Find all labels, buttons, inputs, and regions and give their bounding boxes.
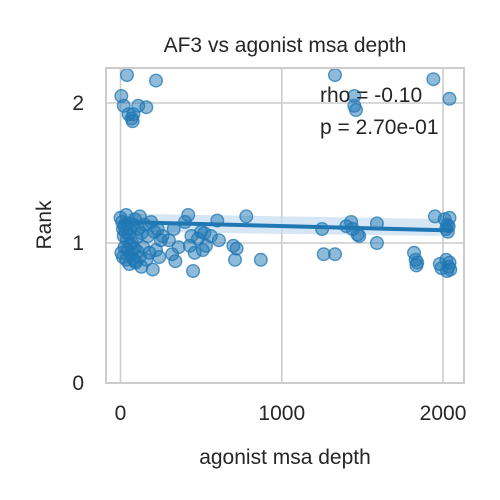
x-tick-label-2: 2000 [420, 402, 467, 425]
y-axis-label: Rank [33, 200, 56, 250]
data-point-77 [229, 241, 244, 256]
y-tick-label-2: 2 [72, 92, 84, 115]
chart-title: AF3 vs agonist msa depth [164, 34, 407, 57]
data-point-6 [125, 114, 140, 129]
data-point-65 [186, 264, 201, 279]
data-point-62 [181, 207, 196, 222]
plot-frame [105, 67, 465, 384]
data-point-9 [148, 73, 163, 88]
data-point-51 [152, 249, 167, 264]
data-point-2 [119, 67, 134, 82]
data-point-97 [410, 255, 425, 270]
data-point-49 [145, 262, 160, 277]
data-point-53 [123, 237, 138, 252]
y-tick-label-0: 0 [72, 372, 84, 395]
x-axis-label: agonist msa depth [199, 446, 371, 469]
annotation-rho: rho = -0.10 [320, 84, 422, 107]
data-point-74 [211, 233, 226, 248]
y-tick-label-1: 1 [72, 232, 84, 255]
data-point-108 [442, 91, 457, 106]
data-point-89 [348, 102, 363, 117]
data-point-55 [134, 259, 149, 274]
data-point-83 [327, 67, 342, 82]
data-point-8 [139, 100, 154, 115]
data-point-93 [369, 235, 384, 250]
data-point-82 [327, 247, 342, 262]
data-point-107 [442, 210, 457, 225]
x-tick-label-1: 1000 [258, 402, 305, 425]
data-point-59 [168, 254, 183, 269]
scatter-points [113, 67, 458, 279]
annotation-p: p = 2.70e-01 [320, 116, 439, 139]
x-tick-label-0: 0 [115, 402, 127, 425]
data-point-98 [426, 72, 441, 87]
regression-line [118, 220, 452, 233]
data-point-113 [443, 262, 458, 277]
data-point-78 [239, 209, 254, 224]
data-point-79 [253, 252, 268, 267]
data-point-91 [352, 228, 367, 243]
axes-frame [105, 67, 465, 384]
tick-labels: 0 1000 2000 0 1 2 [72, 92, 466, 425]
data-point-60 [171, 240, 186, 255]
regression-line-path [118, 220, 452, 233]
